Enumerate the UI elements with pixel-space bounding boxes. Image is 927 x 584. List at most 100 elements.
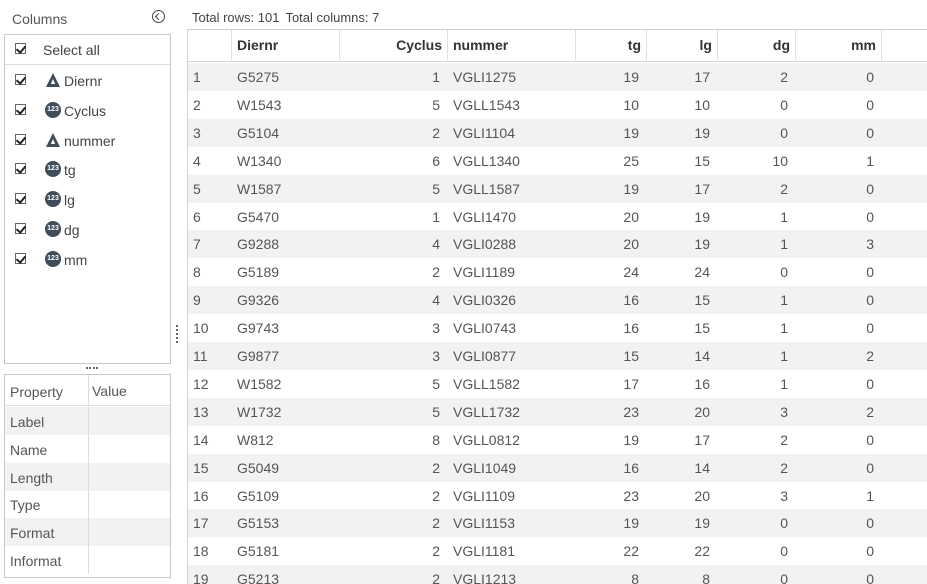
column-header-cyclus[interactable]: Cyclus: [340, 30, 448, 62]
table-row[interactable]: 15 G5049 2 VGLI1049 16 14 2 0: [188, 453, 927, 482]
table-cell: 8: [702, 571, 710, 584]
column-header-dg[interactable]: dg: [718, 30, 796, 62]
table-cell: 0: [780, 571, 788, 584]
property-label: Length: [10, 469, 53, 486]
column-item-lg[interactable]: 123 lg: [5, 185, 170, 215]
column-checkbox[interactable]: [15, 103, 26, 115]
column-item-dg[interactable]: 123 dg: [5, 215, 170, 245]
select-all-row[interactable]: Select all: [5, 35, 170, 65]
header-separator: [88, 375, 89, 406]
row-number-cell: 5: [193, 180, 201, 197]
column-item-nummer[interactable]: nummer: [5, 126, 170, 156]
property-label: Informat: [10, 553, 62, 569]
table-cell: G5109: [237, 487, 280, 504]
row-number-cell: 1: [193, 69, 201, 85]
row-number-header[interactable]: [188, 30, 232, 62]
table-cell: G9877: [237, 348, 280, 364]
table-cell: 4: [432, 292, 440, 309]
column-header-diernr[interactable]: Diernr: [232, 30, 340, 62]
table-row[interactable]: 19 G5213 2 VGLI1213 8 8 0 0: [188, 565, 927, 584]
table-cell: VGLI1275: [453, 69, 517, 85]
table-cell: 0: [866, 431, 874, 448]
table-cell: 17: [694, 69, 710, 85]
column-header-lg[interactable]: lg: [647, 30, 718, 62]
column-checkbox[interactable]: [15, 193, 26, 205]
row-number-cell: 3: [193, 124, 201, 141]
column-item-diernr[interactable]: Diernr: [5, 66, 170, 96]
table-row[interactable]: 13 W1732 5 VGLL1732 23 20 3 2: [188, 397, 927, 426]
table-row[interactable]: 4 W1340 6 VGLL1340 25 15 10 1: [188, 147, 927, 175]
column-checkbox[interactable]: [15, 133, 26, 145]
table-cell: 0: [780, 543, 788, 560]
table-row[interactable]: 17 G5153 2 VGLI1153 19 19 0 0: [188, 509, 927, 538]
properties-header: Property Value: [5, 375, 170, 406]
row-number-cell: 14: [193, 431, 209, 448]
select-all-label: Select all: [43, 42, 100, 58]
table-cell: 15: [694, 320, 710, 337]
property-label: Name: [10, 441, 48, 458]
table-row[interactable]: 14 W812 8 VGLL0812 19 17 2 0: [188, 426, 927, 454]
property-column-header: Property: [10, 384, 63, 400]
property-label: Format: [10, 525, 55, 542]
table-cell: 2: [866, 348, 874, 364]
table-cell: W1340: [237, 152, 282, 169]
table-cell: 19: [694, 208, 710, 225]
table-row[interactable]: 6 G5470 1 VGLI1470 20 19 1 0: [188, 203, 927, 231]
property-separator: [88, 407, 89, 435]
vertical-resize-handle[interactable]: [86, 367, 98, 371]
column-checkbox[interactable]: [15, 74, 26, 85]
table-cell: VGLI1189: [453, 264, 516, 281]
column-label: lg: [64, 192, 75, 209]
table-row[interactable]: 8 G5189 2 VGLI1189 24 24 0 0: [188, 258, 927, 286]
property-row: Name: [5, 434, 170, 463]
character-type-icon: [45, 72, 61, 88]
table-cell: G5049: [237, 459, 280, 476]
table-row[interactable]: 7 G9288 4 VGLI0288 20 19 1 3: [188, 230, 927, 259]
column-item-cyclus[interactable]: 123 Cyclus: [5, 96, 170, 126]
table-row[interactable]: 16 G5109 2 VGLI1109 23 20 3 1: [188, 482, 927, 510]
table-cell: 0: [866, 124, 874, 141]
column-item-tg[interactable]: 123 tg: [5, 155, 170, 185]
table-row[interactable]: 18 G5181 2 VGLI1181 22 22 0 0: [188, 537, 927, 565]
row-number-cell: 13: [193, 403, 209, 420]
select-all-checkbox[interactable]: [15, 43, 26, 54]
column-header-tg[interactable]: tg: [576, 30, 647, 62]
table-row[interactable]: 5 W1587 5 VGLL1587 19 17 2 0: [188, 174, 927, 203]
table-cell: G5181: [237, 543, 280, 560]
table-row[interactable]: 10 G9743 3 VGLI0743 16 15 1 0: [188, 314, 927, 342]
table-row[interactable]: 9 G9326 4 VGLI0326 16 15 1 0: [188, 286, 927, 315]
property-label: Type: [10, 497, 41, 514]
column-checkbox[interactable]: [15, 252, 26, 264]
row-number-cell: 9: [193, 292, 201, 309]
grid-header: Diernr Cyclus nummer tg lg dg mm: [188, 30, 927, 62]
property-row: Label: [5, 407, 170, 435]
table-row[interactable]: 1 G5275 1 VGLI1275 19 17 2 0: [188, 63, 927, 91]
table-cell: 16: [623, 292, 639, 309]
column-checkbox[interactable]: [15, 223, 26, 234]
table-cell: G9326: [237, 292, 280, 309]
table-cell: 2: [780, 180, 788, 197]
columns-panel-title: Columns: [12, 11, 68, 27]
table-row[interactable]: 12 W1582 5 VGLL1582 17 16 1 0: [188, 370, 927, 398]
horizontal-resize-handle[interactable]: [176, 325, 179, 343]
table-cell: VGLL1582: [453, 375, 520, 392]
table-cell: 19: [623, 515, 639, 532]
table-cell: 8: [631, 571, 639, 584]
table-cell: 22: [623, 543, 639, 560]
row-number-cell: 19: [193, 571, 209, 584]
table-row[interactable]: 3 G5104 2 VGLI1104 19 19 0 0: [188, 118, 927, 147]
column-header-nummer[interactable]: nummer: [448, 30, 576, 62]
column-checkbox[interactable]: [15, 163, 26, 175]
table-row[interactable]: 11 G9877 3 VGLI0877 15 14 1 2: [188, 342, 927, 370]
table-row[interactable]: 2 W1543 5 VGLL1543 10 10 0 0: [188, 91, 927, 119]
column-header-mm[interactable]: mm: [796, 30, 882, 62]
collapse-panel-icon[interactable]: [152, 10, 165, 23]
table-cell: 0: [866, 208, 874, 225]
table-cell: 1: [780, 208, 788, 225]
table-cell: W1543: [237, 96, 282, 113]
table-cell: 0: [866, 96, 874, 113]
column-item-mm[interactable]: 123 mm: [5, 245, 170, 275]
column-list: Select all Diernr 123 Cyclus nummer 123 tg 123…: [4, 34, 171, 364]
table-cell: 0: [866, 543, 874, 560]
table-cell: 23: [623, 403, 639, 420]
